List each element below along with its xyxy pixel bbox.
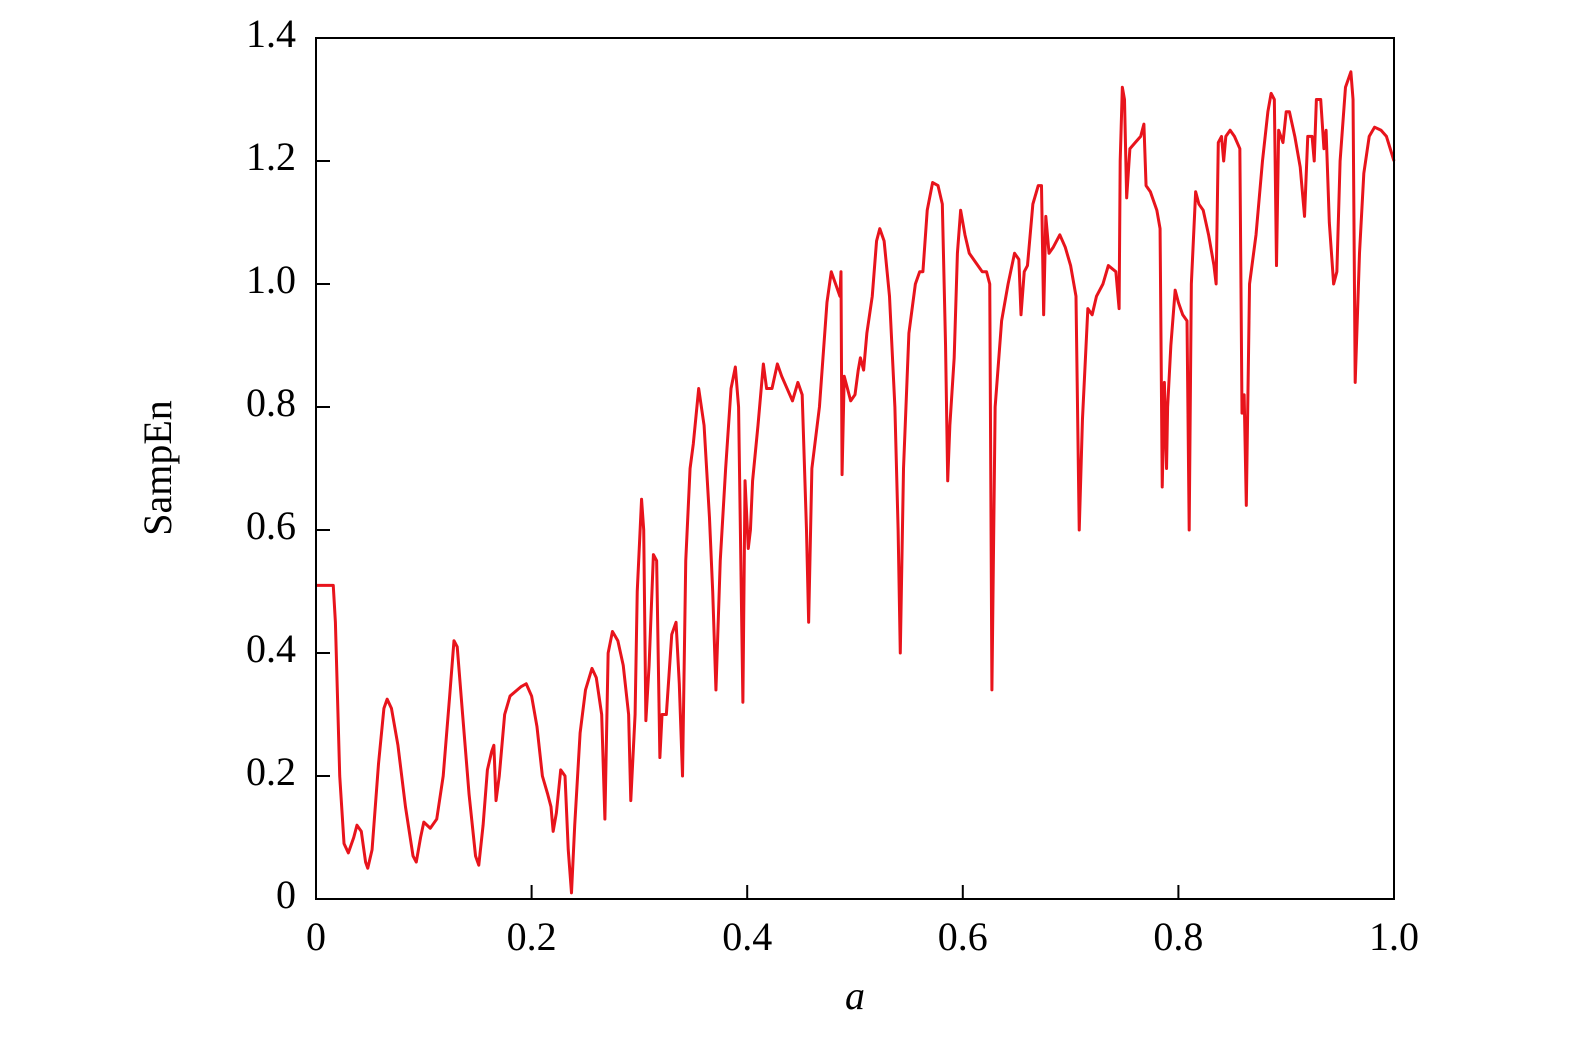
y-tick-label: 0.4 [246,626,296,671]
y-tick-label: 1.2 [246,134,296,179]
y-tick-label: 1.0 [246,257,296,302]
data-line [316,70,1396,895]
x-tick-label: 0.8 [1153,914,1203,959]
y-tick-label: 0.8 [246,380,296,425]
y-axis-label: SampEn [135,400,180,536]
y-tick-label: 0 [276,872,296,917]
x-tick-label: 1.0 [1369,914,1419,959]
y-tick-label: 0.6 [246,503,296,548]
x-tick-label: 0 [306,914,326,959]
x-axis-label: a [845,973,865,1018]
y-tick-label: 0.2 [246,749,296,794]
x-tick-label: 0.6 [938,914,988,959]
x-tick-label: 0.2 [507,914,557,959]
y-tick-label: 1.4 [246,11,296,56]
x-tick-label: 0.4 [722,914,772,959]
plot-frame [315,37,1395,900]
